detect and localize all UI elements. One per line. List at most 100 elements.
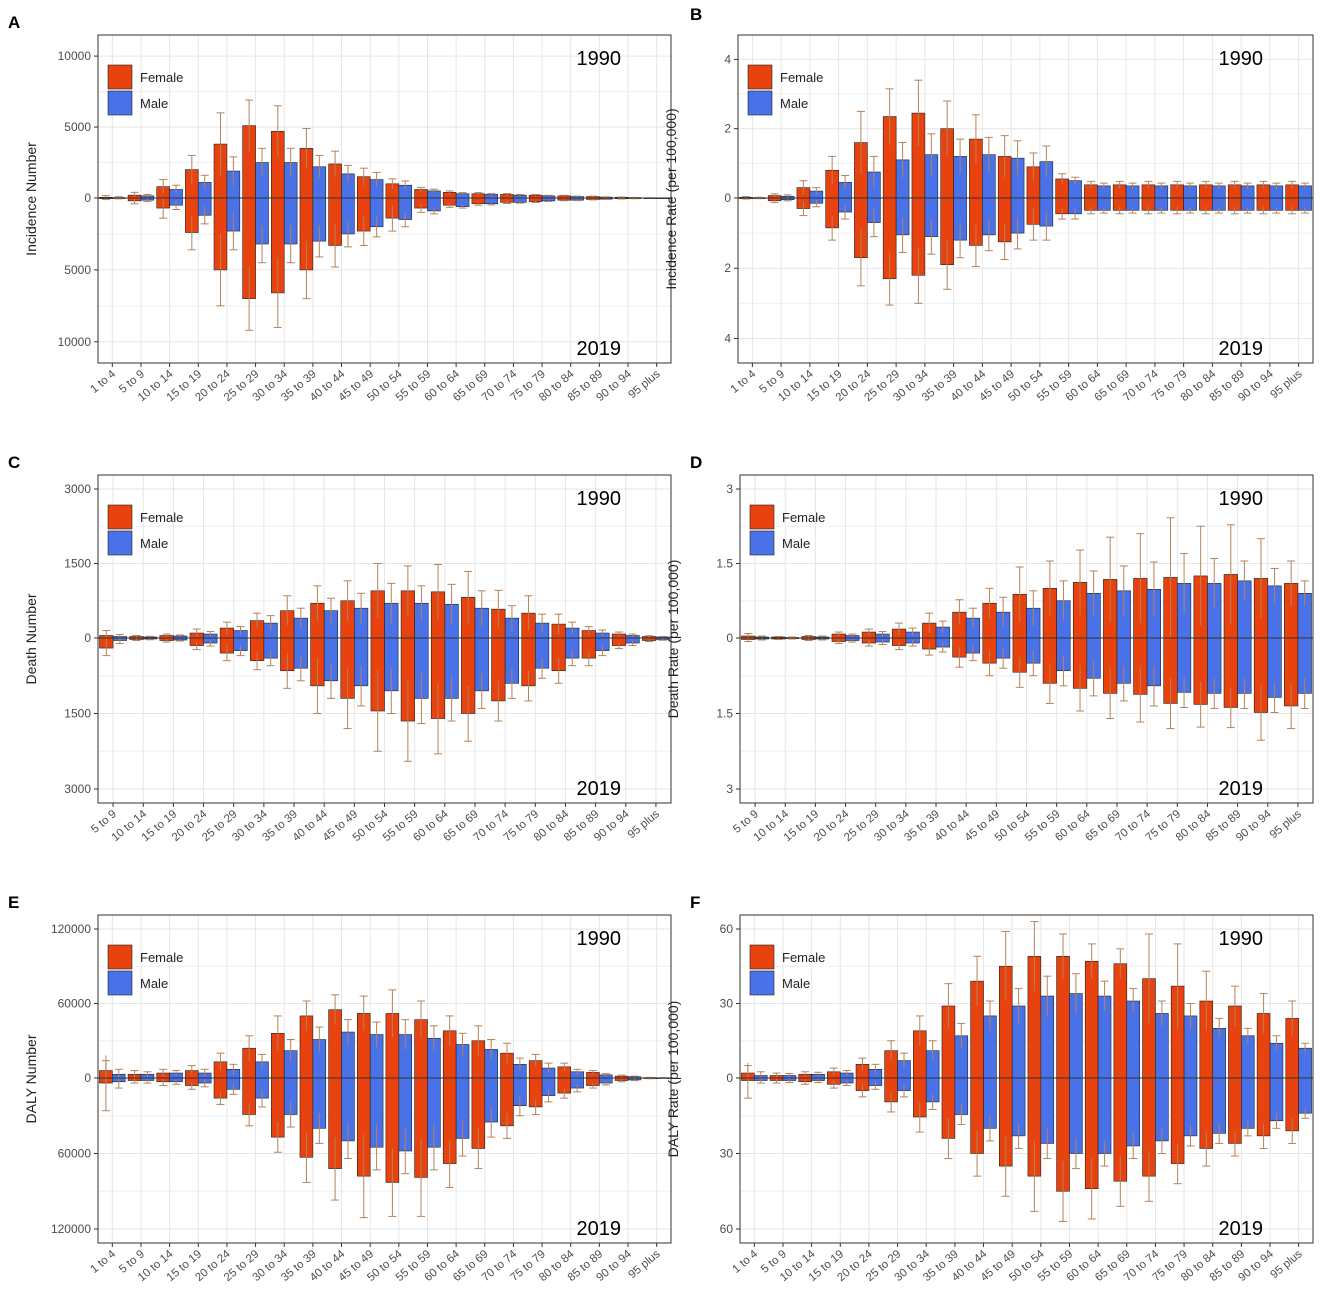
error-bar-female-1990 <box>359 995 368 1031</box>
error-bar-male-1990 <box>236 626 245 635</box>
legend-label-female: Female <box>780 70 823 85</box>
error-bar-female-2019 <box>192 641 201 651</box>
error-bar-male-2019 <box>1029 650 1038 677</box>
legend-swatch-female <box>749 944 775 970</box>
y-axis-title: Death Rate (per 100,000) <box>665 560 681 719</box>
error-bar-male-1990 <box>1014 988 1023 1024</box>
panel-label: F <box>690 893 700 912</box>
error-bar-male-1990 <box>1240 560 1249 601</box>
error-bar-male-1990 <box>1119 565 1128 616</box>
annotation-year-bottom: 2019 <box>577 1218 622 1240</box>
error-bar-male-1990 <box>326 597 335 624</box>
error-bar-female-1990 <box>858 1057 867 1071</box>
error-bar-female-1990 <box>774 636 783 638</box>
error-bar-male-2019 <box>968 645 977 662</box>
y-tick-label: 4 <box>724 52 731 66</box>
error-bar-female-2019 <box>162 639 171 643</box>
annotation-year-top: 1990 <box>577 48 622 70</box>
error-bar-male-1990 <box>487 193 496 196</box>
y-tick-label: 0 <box>726 631 733 645</box>
error-bar-female-2019 <box>914 247 923 304</box>
error-bar-male-1990 <box>1071 176 1080 185</box>
error-bar-male-2019 <box>1243 207 1252 214</box>
error-bar-female-1990 <box>1144 933 1153 1024</box>
error-bar-male-1990 <box>544 194 553 197</box>
error-bar-female-2019 <box>331 1137 340 1201</box>
error-bar-female-1990 <box>434 563 443 620</box>
error-bar-male-1990 <box>1270 567 1279 604</box>
error-bar-male-1990 <box>842 1070 851 1076</box>
error-bar-female-2019 <box>1288 1118 1297 1144</box>
error-bar-female-1990 <box>502 1042 511 1064</box>
error-bar-male-1990 <box>598 629 607 637</box>
error-bar-male-2019 <box>1157 207 1166 214</box>
error-bar-male-2019 <box>115 637 124 645</box>
legend-swatch-male <box>749 530 775 556</box>
error-bar-male-2019 <box>1186 207 1195 214</box>
error-bar-male-1990 <box>258 147 267 177</box>
error-bar-male-2019 <box>927 219 936 255</box>
error-bar-male-1990 <box>417 585 426 621</box>
error-bar-female-1990 <box>253 612 262 629</box>
legend-swatch-female <box>107 64 133 90</box>
error-bar-female-2019 <box>474 202 483 206</box>
error-bar-male-1990 <box>628 633 637 638</box>
error-bar-male-1990 <box>927 133 936 176</box>
y-tick-label: 0 <box>84 1071 91 1085</box>
error-bar-female-2019 <box>1136 666 1145 723</box>
error-bar-female-2019 <box>1230 1130 1239 1157</box>
error-bar-female-2019 <box>925 643 934 656</box>
error-bar-male-2019 <box>458 1120 467 1157</box>
error-bar-female-2019 <box>283 653 292 689</box>
error-bar-male-1990 <box>458 1032 467 1056</box>
error-bar-female-1990 <box>828 155 837 185</box>
legend: Female Male <box>107 504 183 556</box>
error-bar-female-2019 <box>895 641 904 651</box>
error-bar-male-1990 <box>1272 1035 1281 1051</box>
legend: Female Male <box>107 944 183 996</box>
error-bar-male-2019 <box>601 1081 610 1086</box>
error-bar-male-1990 <box>172 184 181 194</box>
y-tick-label: 1.5 <box>716 557 733 571</box>
error-bar-female-2019 <box>302 1132 311 1183</box>
error-bar-male-2019 <box>598 645 607 657</box>
error-bar-female-1990 <box>1029 152 1038 181</box>
y-axis-title: DALY Number <box>23 1034 39 1123</box>
error-bar-female-1990 <box>159 179 168 194</box>
error-bar-male-2019 <box>1301 1108 1310 1119</box>
error-bar-male-2019 <box>1042 212 1051 241</box>
error-bar-male-2019 <box>477 673 486 709</box>
error-bar-male-1990 <box>1301 1042 1310 1054</box>
error-bar-male-2019 <box>842 1080 851 1087</box>
error-bar-female-1990 <box>770 193 779 198</box>
error-bar-female-2019 <box>417 1138 426 1217</box>
error-bar-female-1990 <box>915 1015 924 1046</box>
error-bar-male-2019 <box>1210 678 1219 709</box>
error-bar-male-1990 <box>372 171 381 187</box>
error-bar-female-1990 <box>584 626 593 635</box>
error-bar-female-1990 <box>1196 525 1205 626</box>
error-bar-female-1990 <box>531 193 540 196</box>
error-bar-male-2019 <box>908 640 917 647</box>
y-axis-title: Death Number <box>23 593 39 684</box>
error-bar-male-2019 <box>387 668 396 714</box>
error-bar-male-2019 <box>1240 678 1249 709</box>
error-bar-female-1990 <box>1116 948 1125 979</box>
error-bar-female-1990 <box>1226 524 1235 625</box>
error-bar-male-2019 <box>1243 1120 1252 1137</box>
error-bar-male-1990 <box>1129 988 1138 1014</box>
error-bar-female-1990 <box>829 1067 838 1076</box>
x-tick-label: 95 plus <box>626 1248 662 1281</box>
error-bar-male-2019 <box>200 206 209 225</box>
error-bar-male-2019 <box>172 200 181 211</box>
error-bar-female-2019 <box>531 200 540 203</box>
error-bar-female-1990 <box>973 955 982 1006</box>
error-bar-male-1990 <box>630 1075 639 1078</box>
error-bar-female-2019 <box>216 1091 225 1105</box>
error-bar-female-1990 <box>313 585 322 621</box>
error-bar-female-1990 <box>1087 943 1096 979</box>
error-bar-male-1990 <box>229 1063 238 1075</box>
y-tick-label: 30 <box>720 1147 734 1161</box>
error-bar-female-1990 <box>273 105 282 157</box>
error-bar-female-2019 <box>1226 687 1235 729</box>
